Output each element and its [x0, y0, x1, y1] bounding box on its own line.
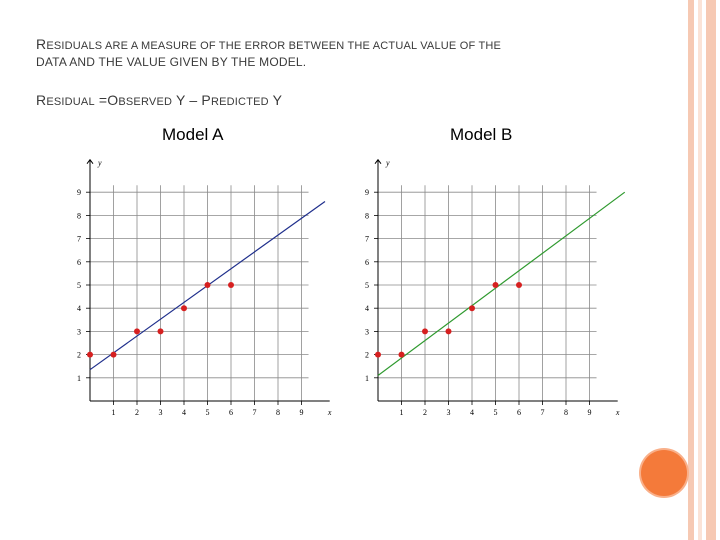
x-tick-label: 4 — [470, 408, 474, 417]
x-tick-label: 2 — [423, 408, 427, 417]
definition-line-1: RESIDUALS ARE A MEASURE OF THE ERROR BET… — [36, 36, 502, 52]
data-point — [492, 282, 499, 288]
decorative-orange-dot — [641, 450, 687, 496]
chart-title-model-b: Model B — [450, 125, 513, 144]
x-tick-label: 8 — [276, 408, 280, 417]
y-tick-label: 8 — [77, 211, 81, 220]
data-point — [134, 328, 140, 335]
y-axis-arrow — [374, 158, 382, 165]
y-tick-label: 9 — [365, 188, 369, 197]
y-tick-label: 3 — [77, 327, 81, 336]
y-tick-label: 3 — [365, 327, 369, 336]
data-point — [87, 351, 93, 358]
x-tick-label: 5 — [206, 408, 210, 417]
x-tick-label: 1 — [400, 408, 404, 417]
y-tick-label: 8 — [365, 211, 369, 220]
y-tick-label: 4 — [365, 304, 369, 313]
x-tick-label: 5 — [494, 408, 498, 417]
y-axis-label: y — [97, 159, 102, 168]
x-tick-label: 8 — [564, 408, 568, 417]
y-tick-label: 2 — [77, 351, 81, 360]
x-tick-label: 6 — [517, 408, 521, 417]
y-tick-label: 2 — [365, 351, 369, 360]
x-tick-label: 1 — [112, 408, 116, 417]
x-tick-label: 4 — [182, 408, 186, 417]
chart-title-model-a: Model A — [162, 125, 224, 144]
data-point — [398, 351, 405, 358]
data-point — [204, 282, 211, 288]
data-point — [422, 328, 428, 335]
y-tick-label: 7 — [77, 235, 81, 244]
stripe-3 — [706, 0, 716, 540]
x-tick-label: 6 — [229, 408, 233, 417]
y-tick-label: 1 — [77, 374, 81, 383]
residual-formula: RESIDUAL =OBSERVED Y – PREDICTED Y — [36, 92, 283, 108]
decorative-stripes — [686, 0, 720, 540]
data-point — [228, 282, 234, 288]
fit-line — [377, 191, 626, 376]
data-point — [375, 351, 381, 358]
y-tick-label: 7 — [365, 235, 369, 244]
y-axis-arrow — [86, 158, 94, 165]
x-tick-label: 3 — [159, 408, 163, 417]
y-tick-label: 6 — [77, 258, 81, 267]
x-axis-label: x — [615, 408, 620, 417]
data-point — [469, 305, 475, 312]
y-tick-label: 9 — [77, 188, 81, 197]
data-point — [157, 328, 164, 335]
x-tick-label: 2 — [135, 408, 139, 417]
definition-line-2: DATA AND THE VALUE GIVEN BY THE MODEL. — [36, 55, 307, 69]
x-tick-label: 9 — [300, 408, 304, 417]
y-tick-label: 6 — [365, 258, 369, 267]
x-tick-label: 3 — [447, 408, 451, 417]
data-point — [110, 351, 117, 358]
y-tick-label: 4 — [77, 304, 81, 313]
stripe-2 — [698, 0, 702, 540]
data-point — [445, 328, 452, 335]
x-tick-label: 9 — [588, 408, 592, 417]
stripe-1 — [688, 0, 694, 540]
x-axis-label: x — [327, 408, 332, 417]
x-tick-label: 7 — [541, 408, 545, 417]
x-tick-label: 7 — [253, 408, 257, 417]
y-axis-label: y — [385, 159, 390, 168]
y-tick-label: 5 — [365, 281, 369, 290]
data-point — [181, 305, 187, 312]
y-tick-label: 1 — [365, 374, 369, 383]
y-tick-label: 5 — [77, 281, 81, 290]
data-point — [516, 282, 522, 288]
